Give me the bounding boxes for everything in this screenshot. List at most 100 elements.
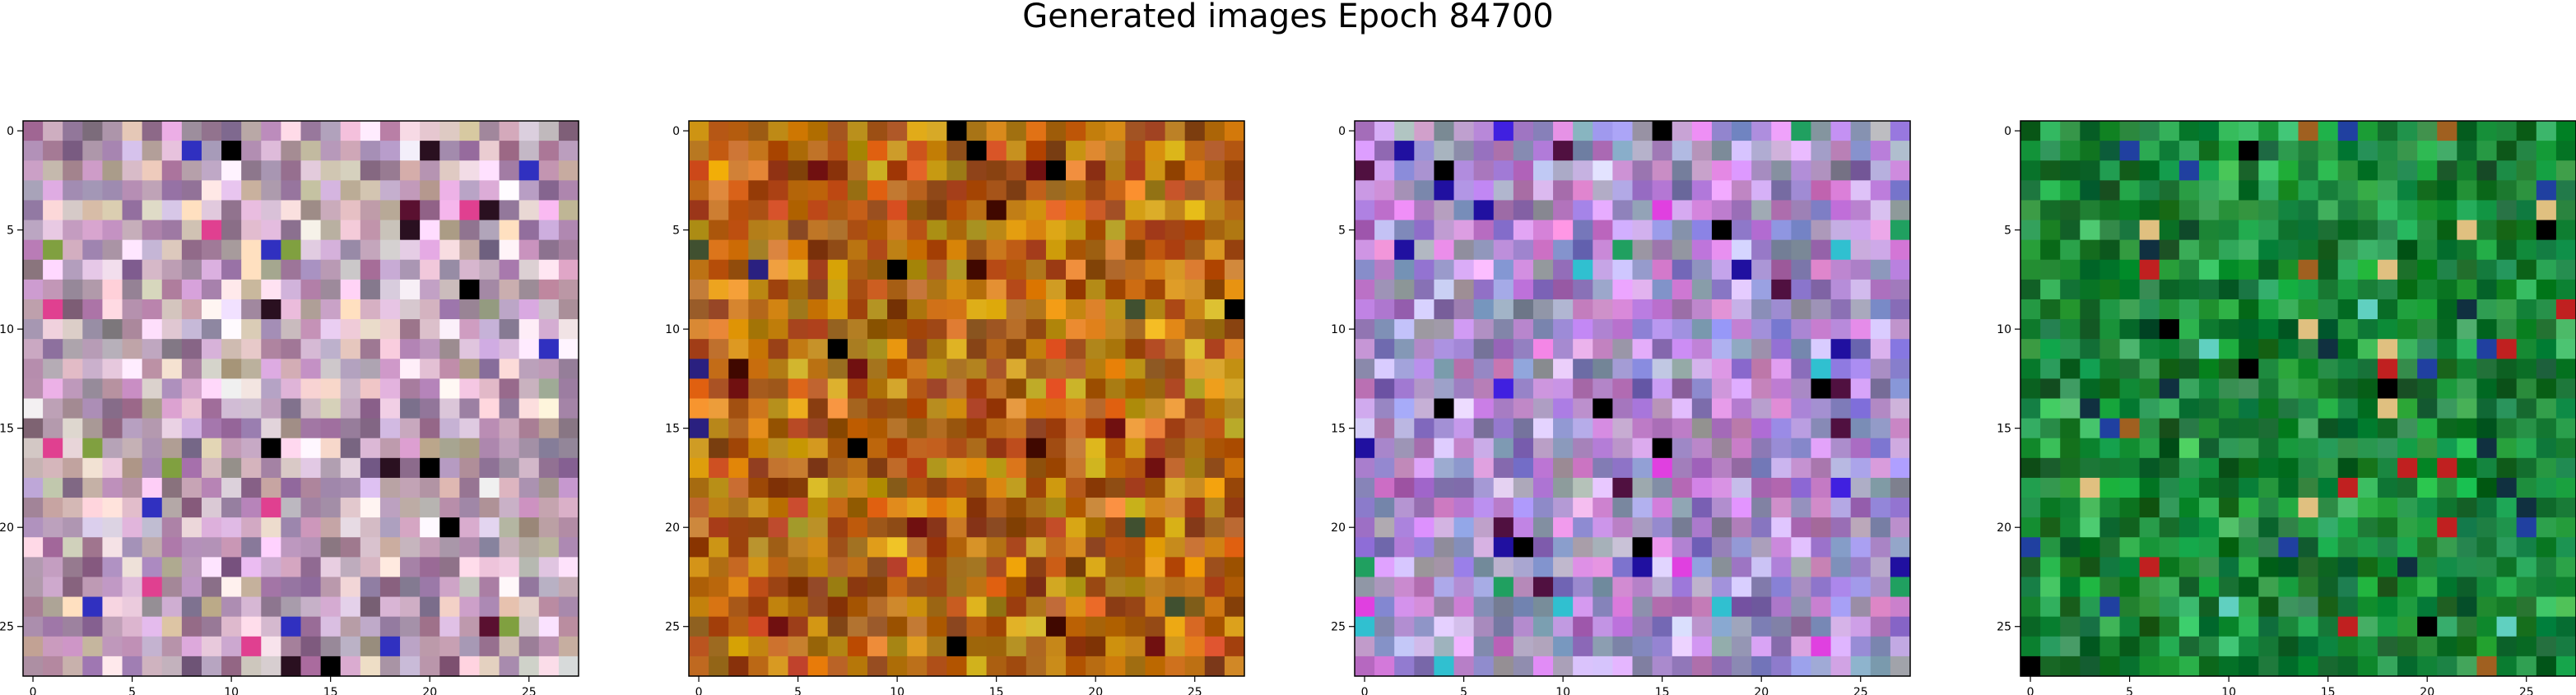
pixel-cell [946, 537, 968, 558]
pixel-cell [360, 498, 381, 518]
pixel-cell [201, 636, 222, 657]
pixel-cell [1145, 279, 1166, 300]
pixel-cell [1165, 537, 1186, 558]
pixel-cell [827, 378, 849, 400]
pixel-cell [1811, 517, 1832, 538]
pixel-cell [1771, 160, 1792, 181]
pixel-cell [1025, 239, 1047, 261]
pixel-cell [1573, 656, 1593, 677]
pixel-cell [887, 457, 908, 479]
pixel-cell [946, 239, 968, 261]
pixel-cell [459, 498, 481, 518]
pixel-cell [1493, 319, 1514, 340]
pixel-cell [1811, 279, 1832, 300]
pixel-cell [43, 141, 63, 161]
pixel-cell [1165, 656, 1186, 677]
pixel-cell [2278, 239, 2299, 261]
pixel-cell [827, 537, 849, 558]
pixel-cell [1184, 398, 1206, 419]
pixel-cell [1394, 319, 1415, 340]
pixel-cell [2496, 418, 2518, 439]
pixel-cell [1355, 339, 1375, 359]
pixel-cell [2536, 457, 2557, 479]
pixel-cell [2417, 616, 2438, 637]
pixel-cell [768, 378, 789, 400]
pixel-cell [2516, 299, 2537, 320]
pixel-cell [2099, 220, 2121, 241]
pixel-cell [82, 577, 104, 598]
pixel-cell [1204, 180, 1225, 202]
pixel-cell [946, 418, 968, 439]
pixel-cell [1434, 299, 1455, 320]
pixel-cell [558, 577, 579, 598]
pixel-cell [887, 200, 908, 221]
pixel-cell [2198, 457, 2220, 479]
pixel-cell [1553, 180, 1574, 202]
pixel-cell [82, 438, 104, 459]
pixel-cell [2536, 200, 2557, 221]
pixel-cell [538, 537, 560, 558]
pixel-cell [558, 596, 579, 618]
pixel-cell [807, 636, 829, 657]
pixel-cell [300, 160, 322, 181]
pixel-cell [1086, 557, 1106, 578]
pixel-cell [1652, 636, 1673, 657]
pixel-cell [1355, 517, 1375, 538]
pixel-cell [1573, 498, 1593, 518]
pixel-cell [82, 537, 104, 558]
pixel-cell [161, 577, 183, 598]
pixel-cell [281, 279, 302, 300]
pixel-cell [2555, 438, 2576, 459]
pixel-cell [360, 299, 381, 320]
pixel-cell [1652, 596, 1673, 618]
pixel-cell [161, 121, 183, 141]
pixel-cell [728, 656, 749, 677]
pixel-cell [2397, 596, 2418, 618]
pixel-cell [2099, 200, 2121, 221]
pixel-cell [142, 378, 163, 400]
pixel-cell [689, 577, 709, 598]
pixel-cell [1473, 517, 1495, 538]
pixel-cell [1830, 557, 1852, 578]
pixel-cell [1553, 359, 1574, 379]
pixel-cell [1691, 477, 1713, 498]
pixel-cell [2357, 557, 2378, 578]
pixel-cell [1374, 398, 1395, 419]
pixel-cell [2080, 557, 2101, 578]
pixel-cell [379, 239, 401, 261]
pixel-cell [2219, 160, 2239, 181]
pixel-cell [1870, 517, 1891, 538]
pixel-cell [1791, 596, 1812, 618]
pixel-cell [63, 438, 83, 459]
pixel-cell [1771, 438, 1792, 459]
pixel-cell [2397, 457, 2418, 479]
pixel-cell [728, 438, 749, 459]
pixel-cell [1125, 577, 1146, 598]
pixel-cell [2536, 339, 2557, 359]
pixel-cell [1890, 160, 1911, 181]
axes-frame [688, 120, 1245, 677]
pixel-cell [1830, 378, 1852, 400]
pixel-cell [2080, 636, 2101, 657]
pixel-cell [2476, 498, 2498, 518]
pixel-cell [768, 636, 789, 657]
pixel-cell [379, 398, 401, 419]
pixel-cell [847, 656, 868, 677]
y-tick-label: 15 [0, 423, 14, 436]
pixel-cell [340, 200, 361, 221]
pixel-cell [1830, 141, 1852, 161]
pixel-cell [499, 259, 520, 280]
pixel-cell [2476, 220, 2498, 241]
pixel-cell [1632, 319, 1653, 340]
pixel-cell [1493, 200, 1514, 221]
pixel-cell [2020, 299, 2041, 320]
pixel-cell [1771, 636, 1792, 657]
pixel-cell [538, 359, 560, 379]
figure-suptitle: Generated images Epoch 84700 [1022, 0, 1554, 35]
pixel-cell [1434, 279, 1455, 300]
pixel-cell [420, 180, 440, 202]
pixel-cell [300, 457, 322, 479]
pixel-cell [2278, 656, 2299, 677]
pixel-cell [1791, 319, 1812, 340]
pixel-cell [241, 259, 262, 280]
